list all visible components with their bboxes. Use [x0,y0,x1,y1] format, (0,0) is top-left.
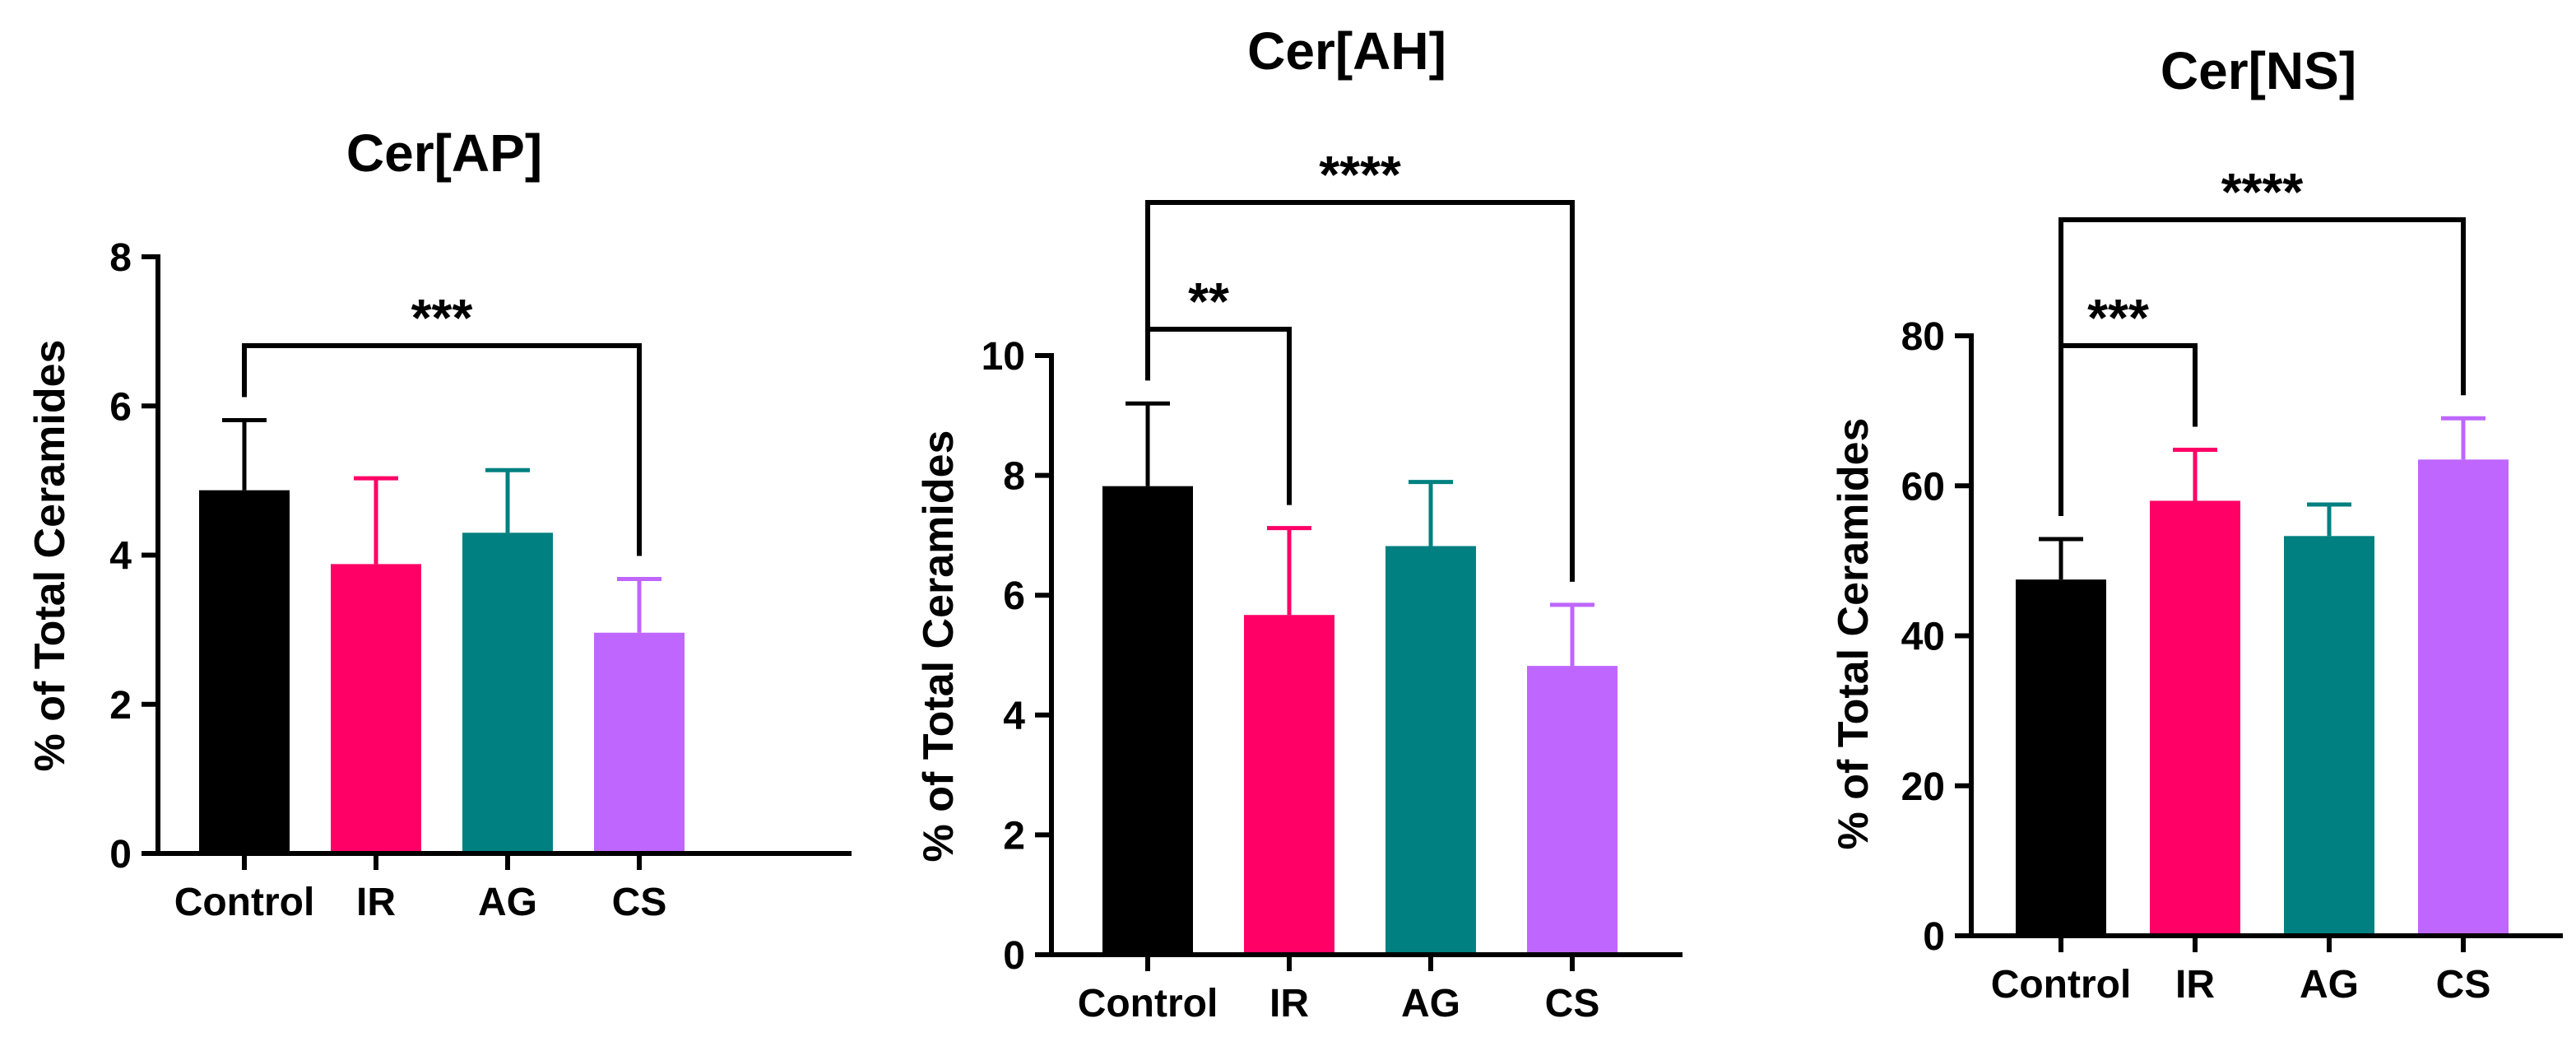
x-tick-label: CS [612,881,667,924]
bar-ir [2150,500,2240,936]
x-tick-label: Control [174,881,315,924]
y-tick-label: 8 [1003,455,1025,499]
y-axis-label: % of Total Ceramides [1830,418,1877,850]
y-axis-label: % of Total Ceramides [26,340,74,772]
significance-bracket [1145,200,1575,582]
chart-panel-cer-ns: Cer[NS] % of Total Ceramides 0 20 40 60 80 Co… [1830,41,2563,1007]
x-tick-label: CS [2436,963,2491,1007]
y-tick-label: 8 [109,236,132,280]
significance-bracket [1145,327,1292,505]
x-tick-label: Control [1991,963,2132,1007]
chart-panel-cer-ah: Cer[AH] % of Total Ceramides 0 2 4 6 8 10 Cont… [915,21,1683,1025]
significance-label: **** [1319,145,1401,204]
y-tick-label: 0 [109,833,132,877]
y-tick-label: 4 [1003,695,1025,738]
bar-control [199,490,290,853]
significance-bracket [242,343,642,556]
x-tick-label: IR [2175,963,2215,1007]
y-tick-label: 6 [109,385,132,429]
chart-panel-cer-ap: Cer[AP] % of Total Ceramides 0 2 4 6 8 Contro… [26,123,852,924]
chart-title: Cer[NS] [2161,41,2356,100]
bar-ir [1244,615,1334,955]
significance-bracket [2058,343,2198,516]
y-tick-label: 20 [1901,765,1945,809]
x-tick-label: IR [1269,982,1309,1025]
bar-ag [462,532,553,853]
x-tick-label: AG [1401,982,1460,1025]
chart-title: Cer[AP] [346,123,542,183]
x-tick-label: CS [1545,982,1600,1025]
y-tick-label: 40 [1901,616,1945,659]
y-tick-label: 10 [982,335,1025,379]
chart-title: Cer[AH] [1247,21,1446,81]
y-tick-label: 60 [1901,465,1945,509]
bar-cs [1527,666,1618,955]
y-tick-label: 0 [1003,934,1025,978]
y-tick-label: 6 [1003,574,1025,618]
x-tick-label: AG [2300,963,2359,1007]
bar-cs [2418,459,2509,936]
x-tick-label: Control [1078,982,1218,1025]
bar-ag [2284,536,2374,936]
x-tick-label: AG [478,881,537,924]
y-tick-label: 4 [109,535,132,579]
significance-bracket [2058,217,2466,516]
y-tick-label: 0 [1923,915,1945,959]
bar-control [2016,579,2106,936]
bar-ir [331,564,421,853]
y-tick-label: 2 [109,684,132,728]
significance-label: *** [2087,288,2149,347]
significance-label: **** [2221,162,2304,221]
bar-control [1102,486,1193,955]
x-tick-label: IR [356,881,396,924]
bar-cs [594,632,685,853]
significance-label: ** [1188,272,1229,331]
y-tick-label: 2 [1003,814,1025,858]
significance-label: *** [411,288,473,347]
y-axis-label: % of Total Ceramides [915,430,963,863]
y-tick-label: 80 [1901,315,1945,359]
bar-ag [1385,546,1476,955]
